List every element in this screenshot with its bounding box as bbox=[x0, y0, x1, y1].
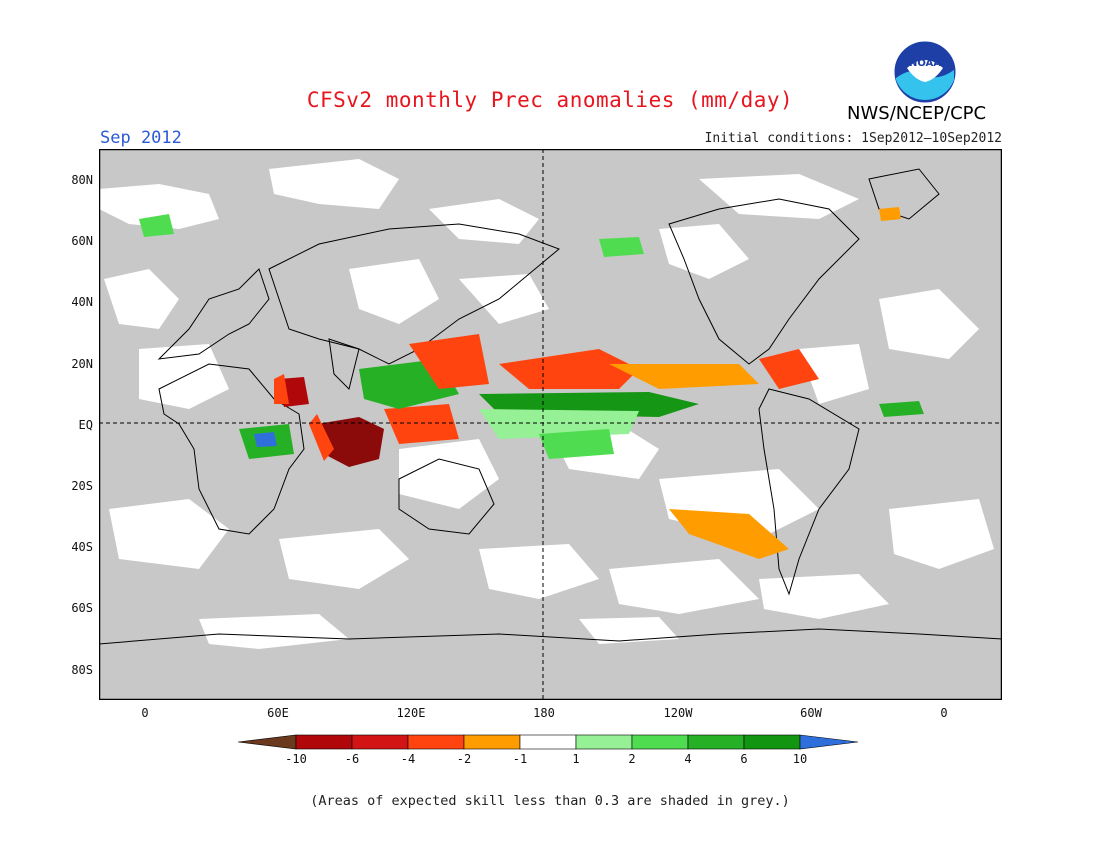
colorbar-swatch bbox=[238, 734, 297, 750]
colorbar-swatch bbox=[687, 734, 745, 750]
lat-label-80s: 80S bbox=[71, 663, 93, 677]
agency-label: NWS/NCEP/CPC bbox=[847, 103, 987, 124]
north-pacific-wet bbox=[599, 237, 644, 257]
colorbar: -10 -6 -4 -2 -1 1 2 4 6 10 bbox=[238, 734, 859, 766]
lat-label-40n: 40N bbox=[71, 295, 93, 309]
lon-label-120w: 120W bbox=[663, 706, 693, 720]
forecast-month: Sep 2012 bbox=[100, 128, 182, 148]
reference-lines bbox=[99, 149, 1002, 700]
east-atlantic-wet bbox=[879, 401, 924, 417]
colorbar-swatches bbox=[238, 734, 859, 750]
colorbar-tick-label: -2 bbox=[457, 752, 471, 766]
colorbar-swatch bbox=[743, 734, 801, 750]
colorbar-tick-label: -6 bbox=[345, 752, 359, 766]
initial-conditions-label: Initial conditions: 1Sep2012—10Sep2012 bbox=[704, 131, 1002, 146]
lat-label-eq: EQ bbox=[78, 418, 93, 432]
colorbar-swatch bbox=[295, 734, 353, 750]
north-pacific-dry-band bbox=[499, 349, 639, 389]
lon-label-180: 180 bbox=[533, 706, 555, 720]
colorbar-tick-label: 4 bbox=[684, 752, 691, 766]
precipitation-anomaly-map bbox=[99, 149, 1002, 700]
lon-label-60w: 60W bbox=[800, 706, 822, 720]
colorbar-swatch bbox=[631, 734, 689, 750]
chart-title: CFSv2 monthly Prec anomalies (mm/day) bbox=[306, 88, 794, 112]
colorbar-swatch bbox=[407, 734, 465, 750]
colorbar-labels: -10 -6 -4 -2 -1 1 2 4 6 10 bbox=[285, 752, 807, 766]
colorbar-swatch bbox=[463, 734, 521, 750]
colorbar-tick-label: 6 bbox=[740, 752, 747, 766]
lat-label-20n: 20N bbox=[71, 357, 93, 371]
lat-label-60n: 60N bbox=[71, 234, 93, 248]
north-pacific-moderate-dry bbox=[609, 364, 759, 389]
lon-label-0: 0 bbox=[141, 706, 149, 720]
coastlines bbox=[99, 168, 1002, 645]
lon-label-120e: 120E bbox=[396, 706, 426, 720]
lat-label-40s: 40S bbox=[71, 540, 93, 554]
europe-wet bbox=[139, 214, 174, 237]
colorbar-swatch bbox=[799, 734, 859, 750]
north-atlantic-dry bbox=[879, 207, 901, 221]
colorbar-tick-label: 2 bbox=[628, 752, 635, 766]
colorbar-tick-label: 10 bbox=[793, 752, 807, 766]
colorbar-tick-label: -10 bbox=[285, 752, 307, 766]
colorbar-tick-label: -1 bbox=[513, 752, 527, 766]
lon-label-0-east: 0 bbox=[940, 706, 948, 720]
anomaly-shading bbox=[139, 207, 924, 559]
colorbar-swatch bbox=[519, 734, 577, 750]
arabian-sea-dry-anomaly bbox=[274, 374, 289, 404]
colorbar-tick-label: -4 bbox=[401, 752, 415, 766]
colorbar-tick-label: 1 bbox=[572, 752, 579, 766]
indian-ocean-dry-anomaly bbox=[317, 417, 384, 467]
southeast-pacific-dry bbox=[669, 509, 789, 559]
colorbar-swatch bbox=[351, 734, 409, 750]
lat-label-60s: 60S bbox=[71, 601, 93, 615]
caribbean-dry bbox=[759, 349, 819, 389]
noaa-logo-icon: NOAA bbox=[893, 40, 957, 104]
south-pacific-wet bbox=[539, 429, 614, 459]
colorbar-swatch bbox=[575, 734, 633, 750]
map-frame bbox=[99, 149, 1002, 700]
philippine-sea-dry bbox=[409, 334, 489, 389]
maritime-continent-dry bbox=[384, 404, 459, 444]
svg-text:NOAA: NOAA bbox=[909, 58, 941, 69]
lat-label-80n: 80N bbox=[71, 173, 93, 187]
lat-label-20s: 20S bbox=[71, 479, 93, 493]
indian-ocean-dry-edge bbox=[309, 414, 334, 461]
lon-label-60e: 60E bbox=[267, 706, 289, 720]
western-indian-strong-wet bbox=[254, 432, 277, 447]
footnote: (Areas of expected skill less than 0.3 a… bbox=[310, 793, 790, 809]
